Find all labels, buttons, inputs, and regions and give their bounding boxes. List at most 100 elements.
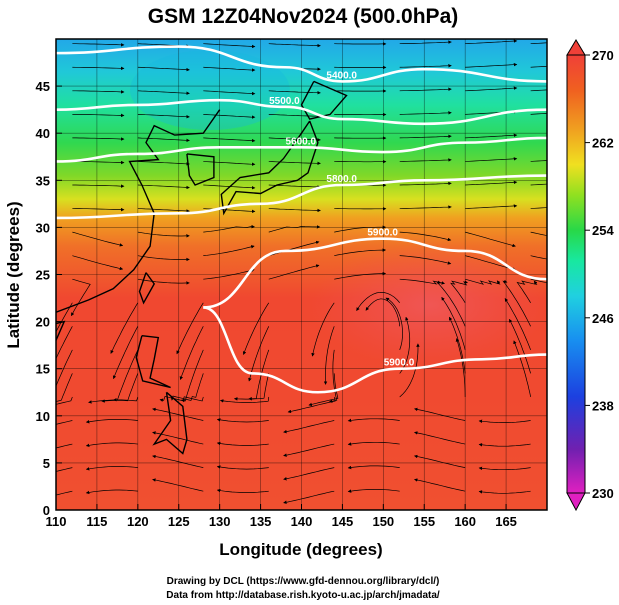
wind-streamline — [414, 431, 466, 445]
wind-streamline — [203, 114, 256, 119]
wind-streamline — [347, 441, 400, 446]
wind-streamline — [170, 373, 204, 401]
wind-streamline — [85, 489, 138, 495]
y-tick-label: 25 — [36, 268, 50, 283]
wind-streamline — [72, 160, 125, 165]
credit-data-source: Data from http://database.rish.kyoto-u.a… — [166, 590, 440, 601]
wind-streamline — [399, 111, 452, 115]
wind-streamline — [530, 160, 547, 162]
coastlines — [56, 80, 348, 455]
wind-streamline — [268, 264, 320, 280]
wind-streamline — [203, 43, 256, 49]
wind-streamline — [328, 349, 338, 403]
wind-streamline — [414, 478, 466, 492]
wind-streamline — [268, 137, 321, 142]
wind-streamline — [399, 87, 452, 92]
coastline — [138, 272, 156, 305]
wind-streamline — [530, 113, 547, 115]
wind-streamline — [465, 255, 516, 271]
wind-streamline — [203, 184, 256, 190]
wind-streamline — [530, 255, 547, 260]
wind-streamline — [152, 407, 204, 421]
wind-streamline — [248, 349, 270, 401]
wind-streamline — [530, 231, 547, 236]
wind-streamline — [530, 183, 547, 186]
colorbar-ticks: 270 262 254 246 238 230 — [585, 48, 614, 501]
x-tick-label: 110 — [46, 514, 67, 529]
colorbar-tick-label: 238 — [592, 398, 614, 413]
coastline — [56, 109, 221, 313]
wind-streamline — [152, 478, 204, 492]
height-contour-line — [56, 45, 547, 83]
wind-streamline — [72, 207, 125, 212]
wind-streamline — [110, 302, 139, 354]
wind-streamline — [72, 66, 125, 71]
coastline — [56, 320, 66, 341]
wind-streamline — [347, 418, 400, 423]
wind-streamline — [465, 157, 518, 162]
wind-streamline — [311, 302, 335, 357]
wind-streamline — [365, 298, 401, 327]
wind-streamline — [72, 184, 125, 188]
wind-streamline — [85, 419, 138, 424]
wind-streamline — [399, 343, 420, 398]
colorbar-tick-label: 230 — [592, 486, 614, 501]
y-tick-label: 0 — [43, 503, 50, 518]
wind-streamline — [478, 466, 531, 471]
wind-streamline — [203, 268, 255, 280]
wind-streamline — [72, 255, 124, 271]
wind-streamline — [399, 134, 452, 139]
wind-streamline — [465, 278, 501, 285]
wind-streamline — [56, 396, 73, 405]
wind-streamline — [137, 66, 190, 72]
wind-streamline — [72, 90, 125, 94]
wind-streamline — [72, 231, 124, 247]
height-contour-line — [56, 136, 547, 163]
y-tick-label: 20 — [36, 315, 50, 330]
wind-streamline — [478, 419, 531, 423]
wind-streamline — [179, 326, 204, 380]
wind-streamline — [203, 66, 256, 72]
wind-streamline — [323, 326, 335, 385]
wind-streamline — [283, 420, 335, 434]
wind-streamline — [465, 204, 518, 209]
chart-title: GSM 12Z04Nov2024 (500.0hPa) — [148, 5, 459, 28]
wind-streamline — [56, 490, 73, 496]
height-contour-line — [203, 306, 547, 394]
x-tick-label: 155 — [413, 514, 435, 529]
contour-label: 5900.0 — [367, 228, 398, 239]
height-contour-line — [56, 174, 547, 220]
colorbar-max-arrow — [566, 39, 586, 56]
colorbar-tick-label: 262 — [592, 136, 614, 151]
wind-streamline — [334, 271, 387, 280]
x-tick-label: 115 — [86, 514, 107, 529]
credit-drawing: Drawing by DCL (https://www.gfd-dennou.o… — [167, 576, 440, 587]
wind-streamline — [465, 180, 518, 186]
wind-streamline — [233, 373, 270, 401]
wind-streamline — [56, 420, 73, 425]
wind-streamline — [70, 278, 91, 317]
coastline — [152, 391, 188, 455]
wind-streamline — [56, 373, 73, 402]
wind-streamline — [56, 349, 73, 387]
wind-streamline — [465, 86, 518, 92]
wind-streamline — [203, 224, 255, 233]
x-tick-label: 160 — [454, 514, 476, 529]
wind-streamline — [478, 443, 531, 447]
wind-streamline — [268, 240, 320, 256]
wind-streamline — [56, 443, 73, 449]
x-axis-label: Longitude (degrees) — [219, 540, 382, 559]
wind-streamline — [56, 467, 73, 472]
cold-region — [130, 50, 290, 130]
wind-streamline — [216, 418, 269, 423]
wind-streamline — [268, 114, 321, 118]
wind-streamline — [414, 407, 466, 421]
wind-streamline — [441, 296, 466, 350]
contour-label: 5500.0 — [269, 96, 300, 107]
wind-streamline — [334, 225, 387, 233]
colorbar-scale — [566, 54, 586, 494]
warm-core-region — [310, 243, 547, 367]
wind-streamline — [530, 65, 547, 68]
coastline — [135, 335, 171, 389]
